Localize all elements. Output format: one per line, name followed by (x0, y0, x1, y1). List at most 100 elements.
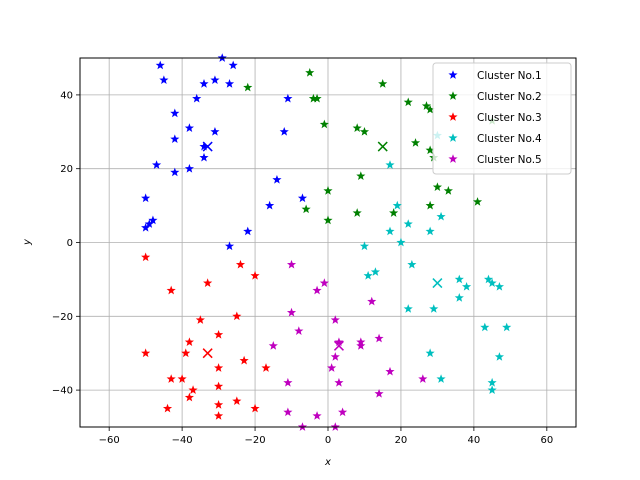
data-point (378, 79, 388, 88)
data-point (162, 403, 173, 413)
legend-marker (448, 70, 458, 79)
data-point (144, 219, 154, 228)
data-point (250, 403, 260, 413)
data-point (199, 152, 209, 162)
data-point (403, 219, 413, 228)
data-point (301, 204, 311, 214)
data-point (224, 79, 235, 88)
data-point (308, 93, 318, 103)
data-point (385, 160, 395, 169)
data-point (181, 348, 191, 358)
data-point (170, 108, 180, 118)
data-point (250, 270, 260, 280)
data-point (338, 407, 348, 417)
data-point (170, 167, 180, 177)
x-tick-label: 40 (468, 435, 481, 446)
data-point (152, 160, 162, 169)
y-tick-label: −20 (52, 312, 73, 323)
data-point (265, 200, 275, 210)
data-point (432, 182, 442, 192)
centroid-marker (202, 141, 213, 152)
data-point (487, 278, 497, 287)
x-tick-label: −20 (245, 435, 266, 446)
centroid-marker (377, 141, 388, 152)
data-point (214, 381, 224, 391)
data-point (148, 215, 158, 225)
data-point (487, 385, 497, 394)
data-point (385, 366, 395, 376)
data-point (403, 304, 413, 313)
data-point (454, 274, 464, 284)
data-point (312, 411, 322, 420)
data-point (425, 200, 435, 210)
data-point (188, 385, 198, 394)
data-point (141, 252, 151, 262)
data-point (155, 60, 165, 70)
legend-label: Cluster No.4 (477, 133, 542, 145)
data-point (272, 174, 282, 184)
data-point (327, 363, 337, 372)
data-point (214, 329, 224, 339)
data-point (389, 208, 399, 217)
data-point (334, 337, 344, 347)
data-point (359, 241, 370, 251)
data-point (166, 285, 176, 295)
data-point (374, 388, 384, 398)
series-cluster-5 (268, 259, 428, 431)
data-point (323, 186, 333, 195)
x-axis-label: x (324, 457, 331, 468)
legend: Cluster No.1 Cluster No.2 Cluster No.3 Clus… (432, 62, 572, 175)
y-tick-label: 20 (60, 164, 73, 175)
data-point (403, 97, 413, 107)
data-point (352, 208, 362, 217)
data-point (454, 293, 464, 302)
data-point (170, 134, 180, 144)
series-cluster-1 (141, 53, 308, 251)
data-point (334, 377, 344, 387)
centroid-marker (202, 348, 213, 359)
data-point (494, 281, 504, 291)
data-point (195, 315, 205, 324)
data-point (232, 396, 242, 406)
data-point (425, 348, 435, 358)
legend-marker (448, 112, 458, 121)
data-point (286, 259, 297, 269)
legend-item: Cluster No.5 (448, 154, 542, 166)
data-point (279, 127, 289, 136)
data-point (184, 163, 194, 173)
data-point (294, 326, 304, 335)
data-point (297, 193, 308, 203)
data-point (436, 374, 446, 383)
y-tick-label: −40 (52, 386, 73, 397)
data-point (199, 79, 209, 88)
data-point (166, 374, 176, 383)
series-cluster-4 (359, 130, 512, 394)
data-point (214, 400, 224, 409)
data-point (483, 274, 494, 284)
x-tick-label: −60 (99, 435, 120, 446)
legend-label: Cluster No.5 (477, 154, 542, 166)
data-point (192, 93, 202, 103)
legend-label: Cluster No.3 (477, 112, 542, 124)
data-point (283, 377, 293, 387)
data-point (429, 304, 439, 313)
centroid-marker (333, 340, 344, 351)
data-point (203, 278, 213, 287)
x-tick-label: 0 (325, 435, 331, 446)
data-point (425, 145, 435, 155)
data-point (243, 82, 253, 92)
legend-frame (432, 62, 572, 175)
data-point (410, 138, 421, 147)
data-point (425, 226, 435, 236)
data-point (235, 259, 246, 269)
data-point (177, 374, 187, 383)
data-point (232, 311, 242, 321)
data-point (392, 200, 402, 210)
data-point (184, 337, 194, 347)
data-point (407, 259, 417, 269)
legend-label: Cluster No.2 (477, 91, 542, 103)
centroid-marker (432, 278, 443, 289)
data-point (214, 411, 224, 420)
data-point (330, 352, 340, 361)
data-point (356, 341, 366, 350)
